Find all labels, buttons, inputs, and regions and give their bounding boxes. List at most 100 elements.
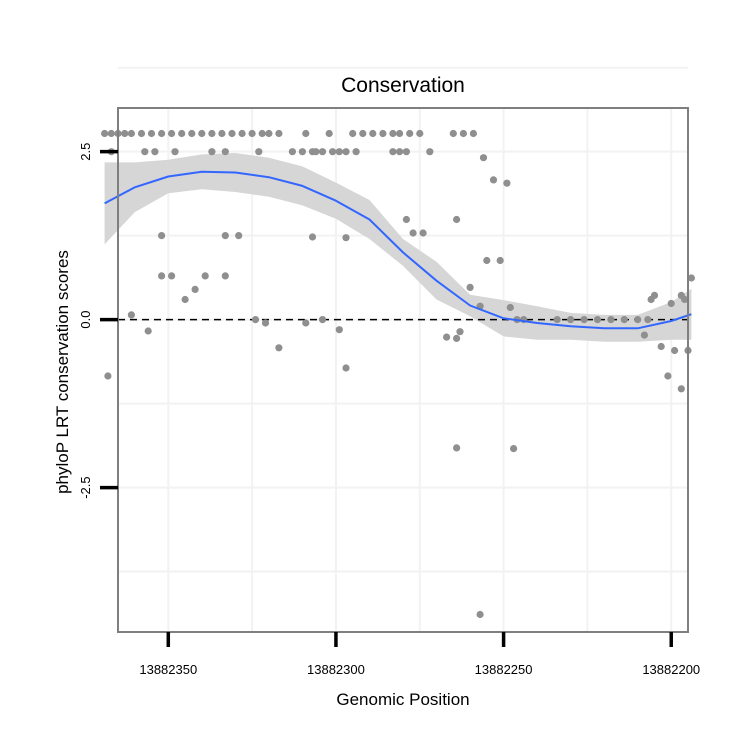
data-point [312, 148, 320, 156]
data-point [238, 129, 246, 138]
data-point [248, 129, 256, 138]
x-tick-label: 13882250 [475, 662, 533, 677]
data-point [459, 129, 467, 138]
data-point [379, 129, 387, 138]
data-point [261, 319, 270, 327]
data-point [101, 129, 109, 138]
data-point [419, 229, 427, 237]
data-point [298, 148, 306, 156]
data-point [402, 215, 410, 224]
data-point [221, 232, 229, 240]
data-point [456, 328, 464, 336]
data-point [409, 229, 417, 237]
data-point [593, 316, 602, 324]
data-point [479, 154, 488, 162]
y-tick-label: 0.0 [78, 311, 93, 329]
data-point [181, 295, 189, 304]
data-point [453, 334, 461, 342]
data-point [308, 233, 317, 241]
data-point [509, 445, 518, 453]
data-point [168, 129, 176, 138]
data-point [208, 148, 216, 156]
data-point [389, 148, 397, 156]
data-point [325, 129, 333, 138]
data-point [235, 232, 243, 240]
data-point [342, 234, 350, 242]
data-point [396, 148, 404, 156]
loess-smooth-line [104, 170, 692, 330]
data-point [667, 299, 675, 308]
data-point [496, 256, 504, 265]
data-point [144, 327, 152, 335]
data-point [158, 232, 166, 240]
y-axis-title: phyloP LRT conservation scores [53, 250, 72, 494]
data-point [359, 129, 367, 138]
data-point [188, 129, 196, 138]
data-point [469, 129, 477, 138]
data-point [634, 316, 642, 324]
data-point [567, 316, 575, 324]
data-point [342, 148, 350, 156]
data-point [218, 129, 226, 138]
data-point [335, 148, 343, 156]
x-tick-label: 13882300 [307, 662, 365, 677]
data-point [127, 311, 135, 319]
data-point [171, 148, 179, 156]
plot-frame [117, 107, 689, 633]
data-point [644, 316, 652, 324]
data-point [453, 444, 461, 452]
data-point [607, 316, 615, 324]
data-point [389, 129, 397, 138]
x-axis-title: Genomic Position [336, 690, 469, 709]
data-point [416, 129, 424, 138]
data-point [369, 129, 377, 138]
data-point [453, 215, 461, 224]
data-point [198, 129, 206, 138]
data-point [687, 274, 696, 282]
data-point [275, 129, 283, 138]
data-points [101, 129, 696, 619]
chart-title: Conservation [341, 74, 465, 97]
data-point [158, 272, 166, 280]
data-point [426, 148, 434, 156]
data-point [352, 148, 360, 156]
data-point [650, 291, 659, 299]
data-point [677, 385, 685, 393]
data-point [258, 129, 266, 138]
data-point [402, 148, 410, 156]
y-axis: 2.5 0.0 -2.5 [78, 143, 118, 499]
data-point [580, 316, 588, 324]
data-point [349, 129, 357, 138]
data-point [302, 319, 310, 327]
data-point [657, 342, 665, 351]
data-point [208, 129, 216, 138]
y-tick-label: 2.5 [78, 143, 93, 161]
data-point [443, 333, 451, 341]
data-point [318, 316, 327, 324]
data-point [318, 148, 327, 156]
grid-lines [118, 66, 688, 632]
data-point [329, 148, 337, 156]
data-point [251, 316, 260, 324]
data-point [640, 331, 649, 339]
data-point [396, 129, 404, 138]
data-point [228, 129, 236, 138]
data-point [147, 129, 156, 138]
data-point [221, 148, 229, 156]
y-tick-label: -2.5 [78, 476, 93, 498]
data-point [107, 129, 115, 138]
data-point [342, 364, 350, 372]
data-point [476, 610, 484, 619]
data-point [483, 256, 491, 265]
data-point [302, 129, 310, 138]
data-point [506, 303, 514, 312]
data-point [151, 148, 159, 156]
data-point [178, 129, 186, 138]
data-point [201, 272, 209, 280]
data-point [127, 129, 135, 138]
data-point [168, 272, 176, 280]
data-point [449, 129, 457, 138]
data-point [158, 129, 166, 138]
data-point [406, 129, 414, 138]
